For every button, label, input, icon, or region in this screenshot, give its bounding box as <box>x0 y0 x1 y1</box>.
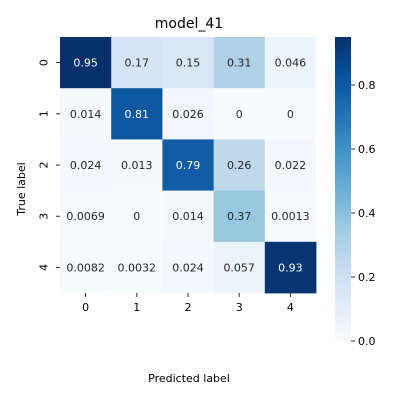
y-tick-label: 4 <box>38 264 51 271</box>
heatmap-cell-label: 0.024 <box>70 159 102 172</box>
heatmap-cell <box>111 190 163 243</box>
heatmap-cell-label: 0.046 <box>275 57 307 70</box>
y-tick-label: 0 <box>38 59 51 66</box>
heatmap-cell-label: 0.057 <box>223 261 255 274</box>
heatmap-cell-label: 0.024 <box>172 261 204 274</box>
heatmap-cell <box>264 241 317 294</box>
heatmap-cell-label: 0.0069 <box>66 210 105 223</box>
heatmap-cell-label: 0.15 <box>176 57 201 70</box>
x-tick-label: 2 <box>185 301 192 314</box>
y-tick-label: 1 <box>38 110 51 117</box>
colorbar-tick-label: 0.2 <box>358 271 376 284</box>
heatmap-cell-label: 0.0013 <box>271 210 310 223</box>
heatmap-cell-label: 0.81 <box>125 108 150 121</box>
x-tick-label: 4 <box>287 301 294 314</box>
heatmap-cell <box>162 190 214 243</box>
heatmap-cell <box>213 190 266 243</box>
heatmap-cell-label: 0.0082 <box>66 261 105 274</box>
heatmap-cell <box>213 37 266 89</box>
heatmap-cell-label: 0 <box>287 108 294 121</box>
heatmap-cell-label: 0.014 <box>70 108 102 121</box>
heatmap-cell <box>264 37 317 89</box>
heatmap-cell <box>111 37 163 89</box>
heatmap-cell-label: 0 <box>133 210 140 223</box>
heatmap-cell-label: 0.37 <box>227 210 252 223</box>
heatmap-cell <box>213 88 266 140</box>
heatmap-cell <box>162 37 214 89</box>
heatmap-cell-label: 0.26 <box>227 159 252 172</box>
x-tick-label: 1 <box>133 301 140 314</box>
heatmap-cell-label: 0 <box>236 108 243 121</box>
colorbar-ticks: 0.0 0.2 0.4 0.6 0.8 <box>351 79 376 348</box>
heatmap-cell-label: 0.013 <box>121 159 153 172</box>
heatmap-cell <box>60 190 112 243</box>
heatmap-cell-label: 0.014 <box>172 210 204 223</box>
heatmap-cell <box>111 241 163 294</box>
y-axis-label: True label <box>15 162 28 216</box>
heatmap-cell-label: 0.95 <box>73 57 98 70</box>
heatmap-cell <box>60 37 112 89</box>
heatmap-cell-labels: 0.95 0.17 0.15 0.31 0.046 0.014 0.81 0.026 0 0 0.0… <box>66 57 309 275</box>
colorbar-tick-label: 0.4 <box>358 207 376 220</box>
colorbar-tick-label: 0.0 <box>358 335 376 348</box>
heatmap-cell <box>162 139 214 191</box>
heatmap-cell-label: 0.026 <box>172 108 204 121</box>
x-axis-label: Predicted label <box>148 372 230 385</box>
heatmap-cell-label: 0.31 <box>227 57 252 70</box>
heatmap-cell-label: 0.0032 <box>118 261 157 274</box>
heatmap-cell <box>264 88 317 140</box>
colorbar-tick-label: 0.6 <box>358 143 376 156</box>
heatmap-cell <box>264 190 317 243</box>
heatmap-cell-label: 0.022 <box>275 159 307 172</box>
colorbar <box>335 37 351 341</box>
heatmap-cell-label: 0.93 <box>278 261 303 274</box>
x-tick-label: 3 <box>236 301 243 314</box>
x-axis-ticks: 0 1 2 3 4 <box>82 293 294 314</box>
chart-title: model_41 <box>155 16 223 32</box>
heatmap-cell-label: 0.79 <box>176 159 201 172</box>
x-tick-label: 0 <box>82 301 89 314</box>
heatmap-cell-label: 0.17 <box>125 57 150 70</box>
y-tick-label: 2 <box>38 162 51 169</box>
y-axis-ticks: 0 1 2 3 4 <box>38 59 60 271</box>
colorbar-tick-label: 0.8 <box>358 79 376 92</box>
heatmap-cell <box>60 241 112 294</box>
y-tick-label: 3 <box>38 213 51 220</box>
heatmap-cell <box>213 241 266 294</box>
heatmap-cell <box>111 88 163 140</box>
heatmap-cell <box>264 139 317 191</box>
heatmap-cell <box>60 139 112 191</box>
heatmap-cell <box>111 139 163 191</box>
heatmap-cell <box>162 241 214 294</box>
heatmap-cell <box>60 88 112 140</box>
heatmap-cell <box>213 139 266 191</box>
heatmap-cells <box>60 37 317 294</box>
heatmap-cell <box>162 88 214 140</box>
